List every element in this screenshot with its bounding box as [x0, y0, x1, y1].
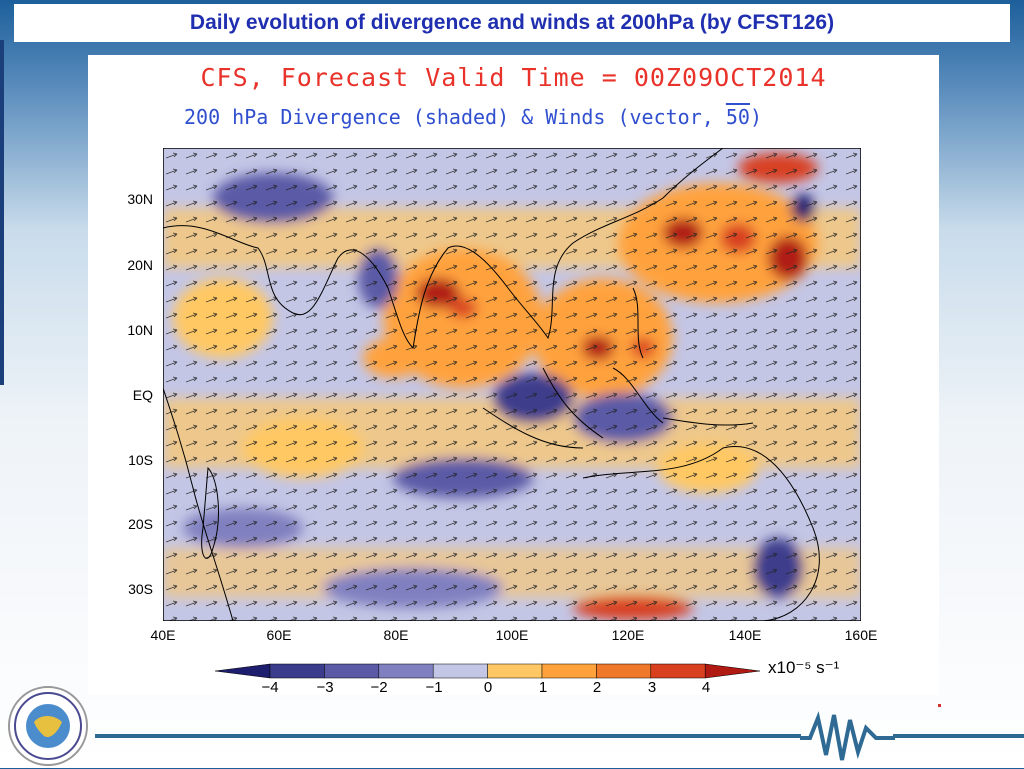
header-variables-text: 200 hPa Divergence (shaded) & Winds (vec…: [184, 105, 714, 129]
colorbar-tick-1: 1: [538, 679, 548, 696]
lon-label-80e: 80E: [383, 627, 409, 643]
lon-label-120e: 120E: [611, 627, 645, 643]
wind-vectors: [163, 148, 861, 621]
coastlines: [163, 148, 820, 621]
colorbar-box-3: [432, 663, 488, 679]
header-close-paren: ): [749, 105, 762, 129]
lat-label-30s: 30S: [128, 581, 153, 597]
reference-vector-label: 50: [725, 105, 750, 129]
red-dot-marker: [938, 704, 941, 707]
colorbar-tick-neg4: −4: [261, 679, 279, 696]
figure-panel: CFS, Forecast Valid Time = 00Z09OCT2014 …: [88, 55, 939, 695]
colorbar-tick-neg1: −1: [425, 679, 443, 696]
colorbar-tick-neg3: −3: [316, 679, 334, 696]
lon-label-40e: 40E: [150, 627, 176, 643]
colorbar-box-5: [541, 663, 597, 679]
signal-wave-icon: [800, 711, 895, 761]
lat-label-10n: 10N: [127, 322, 153, 338]
colorbar-tick-4: 4: [701, 679, 711, 696]
lat-label-eq: EQ: [132, 387, 153, 403]
colorbar-tick-0: 0: [483, 679, 493, 696]
lon-label-100e: 100E: [495, 627, 529, 643]
colorbar-box-4: [487, 663, 543, 679]
colorbar-box-1: [324, 663, 380, 679]
slide-side-strip: [0, 40, 4, 385]
divergence-wind-map: [163, 148, 861, 621]
slide-title: Daily evolution of divergence and winds …: [189, 11, 835, 34]
colorbar-tick-3: 3: [647, 679, 657, 696]
lat-label-10s: 10S: [128, 452, 153, 468]
colorbar-tick-neg2: −2: [370, 679, 388, 696]
figure-header-variables: 200 hPa Divergence (shaded) & Winds (vec…: [184, 105, 762, 129]
colorbar-min-cap: [215, 663, 271, 679]
figure-header-valid-time: CFS, Forecast Valid Time = 00Z09OCT2014: [200, 63, 827, 92]
colorbar-unit: x10⁻⁵ s⁻¹: [768, 658, 840, 677]
lon-label-160e: 160E: [844, 627, 878, 643]
lat-label-20n: 20N: [127, 257, 153, 273]
colorbar-box-0: [269, 663, 325, 679]
lon-label-140e: 140E: [728, 627, 762, 643]
slide-title-bar: Daily evolution of divergence and winds …: [14, 4, 1010, 42]
footer-line-right: [893, 734, 1024, 738]
institute-logo: [8, 686, 88, 766]
lat-label-30n: 30N: [127, 191, 153, 207]
institute-seal-icon: [14, 692, 82, 760]
colorbar-tick-2: 2: [592, 679, 602, 696]
colorbar-box-2: [378, 663, 434, 679]
lat-label-20s: 20S: [128, 516, 153, 532]
colorbar-box-6: [596, 663, 652, 679]
colorbar: [215, 663, 760, 679]
colorbar-max-cap: [704, 663, 760, 679]
lon-label-60e: 60E: [266, 627, 292, 643]
footer-line-left: [95, 734, 801, 738]
colorbar-box-7: [650, 663, 706, 679]
